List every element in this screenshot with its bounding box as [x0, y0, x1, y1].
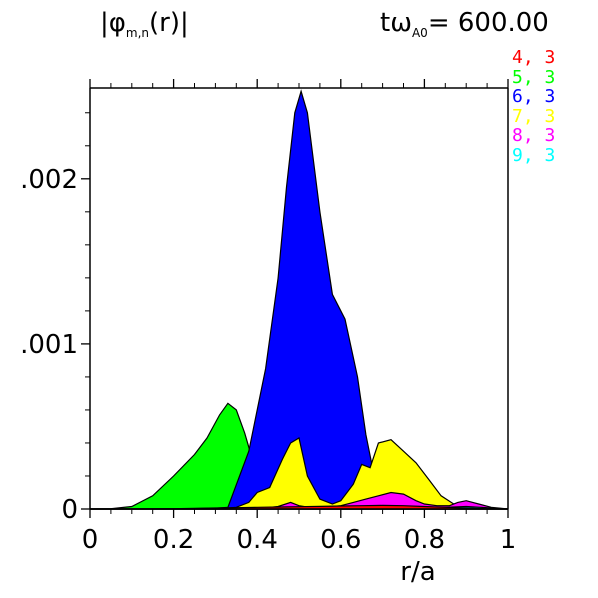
chart-legend: 4, 3 5, 3 6, 3 7, 3 8, 3 9, 3 [512, 48, 555, 165]
chart-ticks: 0 0.2 0.4 0.6 0.8 1 0 .001 .002 [20, 79, 516, 555]
series-area-7-3 [90, 437, 508, 510]
legend-entry: 4, 3 [512, 47, 556, 68]
y-tick-label: .001 [20, 330, 78, 360]
legend-entry: 5, 3 [512, 66, 556, 88]
x-tick-label: 0.8 [404, 525, 445, 555]
time-value: = 600.00 [427, 8, 549, 38]
legend-entry: 6, 3 [512, 86, 556, 107]
chart-title: |φm,n(r)| [100, 8, 189, 40]
series-area-8-3 [90, 491, 509, 510]
chart-series-areas [89, 89, 509, 510]
x-tick-label: 0.4 [237, 525, 278, 555]
time-subscript: A0 [411, 26, 428, 41]
x-tick-label: 1 [500, 525, 517, 555]
title-prefix: |φ [100, 8, 126, 38]
legend-entry: 7, 3 [512, 105, 556, 127]
y-tick-label: 0 [61, 495, 78, 525]
x-tick-label: 0 [82, 525, 99, 555]
legend-entry: 8, 3 [512, 125, 556, 146]
x-axis-label: r/a [400, 557, 435, 587]
time-label: tωA0= 600.00 [380, 8, 549, 40]
title-suffix: (r)| [149, 8, 189, 38]
y-tick-label: .002 [20, 165, 78, 195]
x-tick-label: 0.6 [320, 525, 361, 555]
legend-entry: 9, 3 [512, 144, 556, 166]
time-prefix: tω [380, 8, 412, 38]
title-subscript: m,n [125, 26, 150, 41]
x-tick-label: 0.2 [153, 525, 194, 555]
